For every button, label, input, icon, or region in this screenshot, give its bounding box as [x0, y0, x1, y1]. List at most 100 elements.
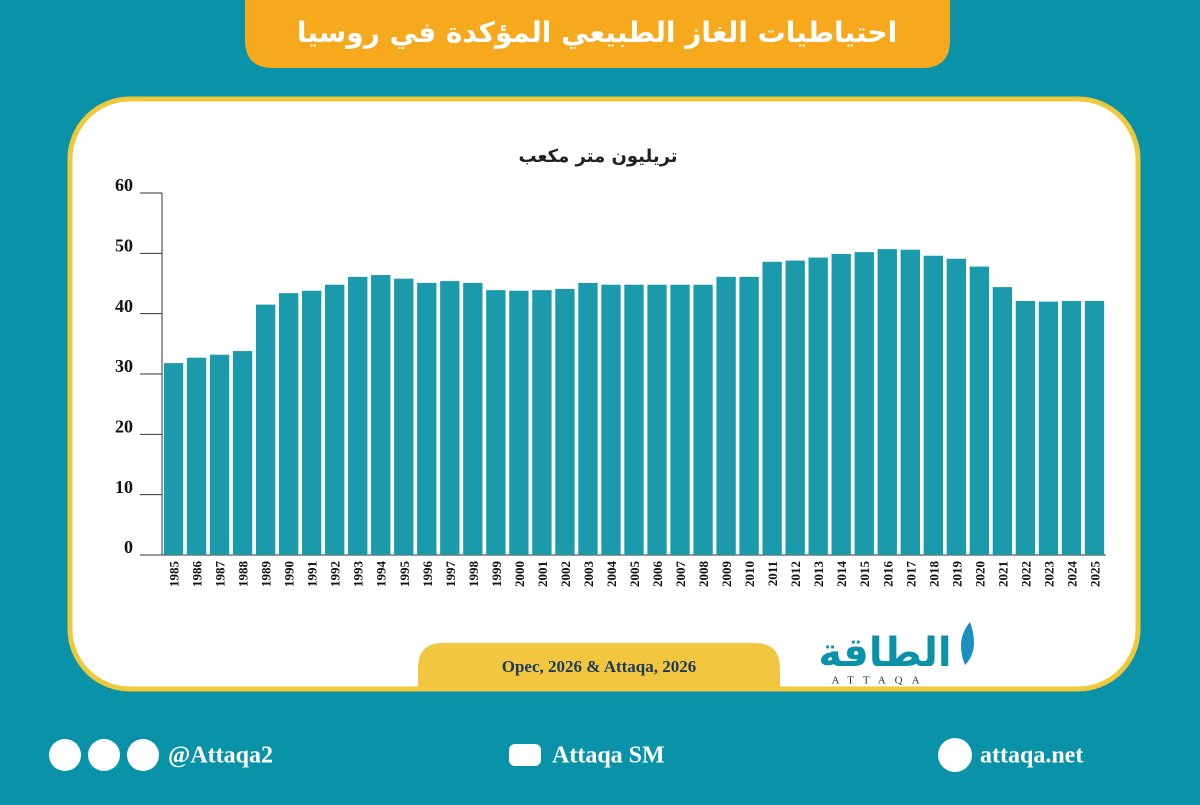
- bar: [578, 282, 598, 555]
- bar: [946, 258, 967, 555]
- x-tick-label: 1999: [489, 561, 504, 588]
- x-tick-label: 2023: [1041, 561, 1056, 588]
- bar: [1038, 301, 1059, 555]
- youtube-icon[interactable]: [509, 744, 541, 766]
- x-tick-label: 1994: [374, 561, 389, 588]
- bar: [486, 290, 506, 555]
- x-tick-label: 2003: [581, 561, 596, 588]
- x-tick-label: 2025: [1087, 561, 1102, 588]
- y-tick-label: 30: [115, 356, 133, 376]
- bar: [831, 253, 851, 556]
- x-tick-label: 2002: [558, 561, 573, 587]
- chart-title: احتياطيات الغاز الطبيعي المؤكدة في روسيا: [297, 16, 897, 49]
- bar: [785, 260, 805, 555]
- x-tick-label: 2010: [742, 561, 757, 587]
- bar: [555, 288, 575, 555]
- x-tick-label: 2005: [627, 561, 642, 588]
- bar: [647, 284, 667, 555]
- bar: [808, 257, 828, 555]
- x-tick-label: 1990: [282, 561, 297, 587]
- x-tick-label: 2000: [512, 561, 527, 587]
- y-tick-label: 10: [115, 477, 133, 497]
- instagram-icon[interactable]: [88, 739, 120, 771]
- x-tick-label: 2011: [765, 561, 780, 586]
- bar: [348, 276, 368, 555]
- x-tick-label: 1986: [190, 561, 205, 588]
- x-tick-label: 2020: [972, 561, 987, 587]
- x-tick-label: 1998: [466, 561, 481, 588]
- bar: [301, 290, 322, 555]
- x-tick-label: 1992: [328, 561, 343, 587]
- y-tick-label: 20: [115, 416, 133, 436]
- bar: [163, 363, 184, 555]
- bar: [532, 290, 552, 555]
- bar: [463, 282, 483, 555]
- x-tick-label: 1997: [443, 561, 458, 588]
- x-tick-label: 2016: [880, 561, 895, 588]
- x-tick-label: 2001: [535, 561, 550, 587]
- x-tick-label: 1988: [236, 561, 251, 588]
- x-tick-label: 2012: [788, 561, 803, 587]
- web-icon[interactable]: [938, 738, 972, 772]
- y-tick-label: 0: [124, 537, 133, 557]
- x-tick-label: 1985: [167, 561, 182, 588]
- x-tick-label: 1987: [213, 561, 228, 588]
- x-tick-label: 2006: [650, 561, 665, 588]
- footer-website[interactable]: attaqa.net: [980, 743, 1083, 769]
- x-tick-label: 2018: [926, 561, 941, 588]
- bar: [670, 284, 690, 555]
- bar: [325, 284, 345, 555]
- y-axis-title: تريليون متر مكعب: [518, 146, 677, 167]
- bar: [1084, 300, 1105, 555]
- bar: [1015, 300, 1036, 555]
- x-tick-label: 2013: [811, 561, 826, 588]
- x-tick-label: 2024: [1064, 561, 1079, 588]
- x-icon[interactable]: [49, 739, 81, 771]
- bar: [371, 275, 391, 555]
- x-tick-label: 2017: [903, 561, 918, 588]
- x-tick-label: 2008: [696, 561, 711, 588]
- x-tick-label: 1991: [305, 561, 320, 587]
- bar: [877, 249, 897, 556]
- bar: [693, 284, 713, 555]
- y-tick-label: 40: [115, 296, 133, 316]
- facebook-icon[interactable]: [127, 739, 159, 771]
- x-tick-label: 1995: [397, 561, 412, 588]
- bar: [186, 357, 207, 555]
- bar: [255, 304, 276, 555]
- x-tick-label: 2014: [834, 561, 849, 588]
- footer-youtube[interactable]: Attaqa SM: [552, 743, 665, 769]
- x-tick-label: 1989: [259, 561, 274, 588]
- logo-icon: [961, 622, 974, 665]
- x-tick-label: 2022: [1018, 561, 1033, 587]
- bar: [969, 266, 990, 555]
- bar: [509, 290, 529, 555]
- bar: [854, 252, 874, 556]
- plot: 0 10 20 30 40 50 60 1985 1986 1987 1988 1989 1990 199…: [115, 175, 1106, 587]
- x-tick-label: 2009: [719, 561, 734, 588]
- bar: [739, 276, 759, 555]
- x-tick-label: 1996: [420, 561, 435, 588]
- x-tick-label: 2021: [995, 561, 1010, 587]
- bar: [923, 255, 943, 555]
- title-banner: [245, 0, 950, 68]
- x-tick-label: 2019: [949, 561, 964, 588]
- bar: [716, 276, 736, 555]
- x-tick-label: 2004: [604, 561, 619, 588]
- source: Opec, 2026 & Attaqa, 2026: [502, 657, 697, 676]
- footer-social[interactable]: @Attaqa2: [168, 743, 273, 769]
- bar: [762, 261, 782, 555]
- bar: [992, 287, 1013, 555]
- x-tick-label: 2015: [857, 561, 872, 588]
- x-tick-label: 2007: [673, 561, 688, 588]
- logo-name: الطاقة: [818, 630, 951, 676]
- logo-latin: ATTAQA: [831, 675, 928, 687]
- y-tick-label: 60: [115, 175, 133, 195]
- bar: [1061, 300, 1082, 555]
- bar: [232, 351, 253, 555]
- bar: [394, 278, 414, 555]
- x-tick-label: 1993: [351, 561, 366, 588]
- social-icons: [49, 738, 972, 772]
- bar: [440, 281, 460, 555]
